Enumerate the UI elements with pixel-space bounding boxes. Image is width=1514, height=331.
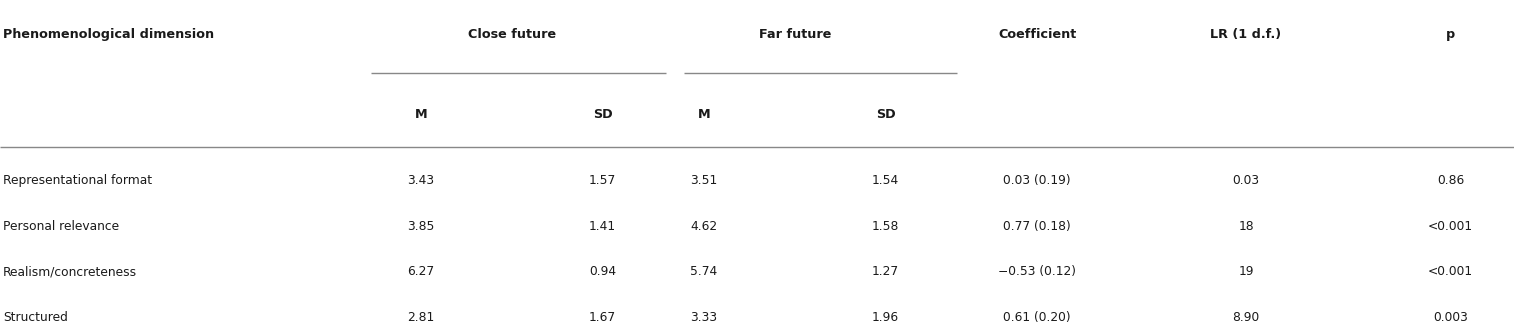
Text: SD: SD (593, 108, 612, 121)
Text: SD: SD (877, 108, 895, 121)
Text: 0.94: 0.94 (589, 265, 616, 278)
Text: 6.27: 6.27 (407, 265, 435, 278)
Text: 0.03: 0.03 (1232, 174, 1260, 187)
Text: 19: 19 (1238, 265, 1254, 278)
Text: 0.77 (0.18): 0.77 (0.18) (1004, 219, 1070, 233)
Text: 1.96: 1.96 (872, 311, 899, 324)
Text: 0.86: 0.86 (1437, 174, 1464, 187)
Text: 3.43: 3.43 (407, 174, 435, 187)
Text: 18: 18 (1238, 219, 1254, 233)
Text: 1.54: 1.54 (872, 174, 899, 187)
Text: 5.74: 5.74 (690, 265, 718, 278)
Text: 3.85: 3.85 (407, 219, 435, 233)
Text: 1.58: 1.58 (872, 219, 899, 233)
Text: 0.003: 0.003 (1432, 311, 1469, 324)
Text: 0.03 (0.19): 0.03 (0.19) (1004, 174, 1070, 187)
Text: −0.53 (0.12): −0.53 (0.12) (998, 265, 1076, 278)
Text: 3.33: 3.33 (690, 311, 718, 324)
Text: 1.67: 1.67 (589, 311, 616, 324)
Text: 1.41: 1.41 (589, 219, 616, 233)
Text: Coefficient: Coefficient (998, 28, 1076, 41)
Text: 2.81: 2.81 (407, 311, 435, 324)
Text: 8.90: 8.90 (1232, 311, 1260, 324)
Text: Far future: Far future (759, 28, 831, 41)
Text: 1.27: 1.27 (872, 265, 899, 278)
Text: M: M (698, 108, 710, 121)
Text: <0.001: <0.001 (1428, 265, 1473, 278)
Text: Personal relevance: Personal relevance (3, 219, 120, 233)
Text: Close future: Close future (468, 28, 556, 41)
Text: 0.61 (0.20): 0.61 (0.20) (1004, 311, 1070, 324)
Text: 3.51: 3.51 (690, 174, 718, 187)
Text: M: M (415, 108, 427, 121)
Text: Phenomenological dimension: Phenomenological dimension (3, 28, 213, 41)
Text: p: p (1446, 28, 1455, 41)
Text: <0.001: <0.001 (1428, 219, 1473, 233)
Text: LR (1 d.f.): LR (1 d.f.) (1211, 28, 1281, 41)
Text: Realism/concreteness: Realism/concreteness (3, 265, 138, 278)
Text: Structured: Structured (3, 311, 68, 324)
Text: 1.57: 1.57 (589, 174, 616, 187)
Text: Representational format: Representational format (3, 174, 151, 187)
Text: 4.62: 4.62 (690, 219, 718, 233)
